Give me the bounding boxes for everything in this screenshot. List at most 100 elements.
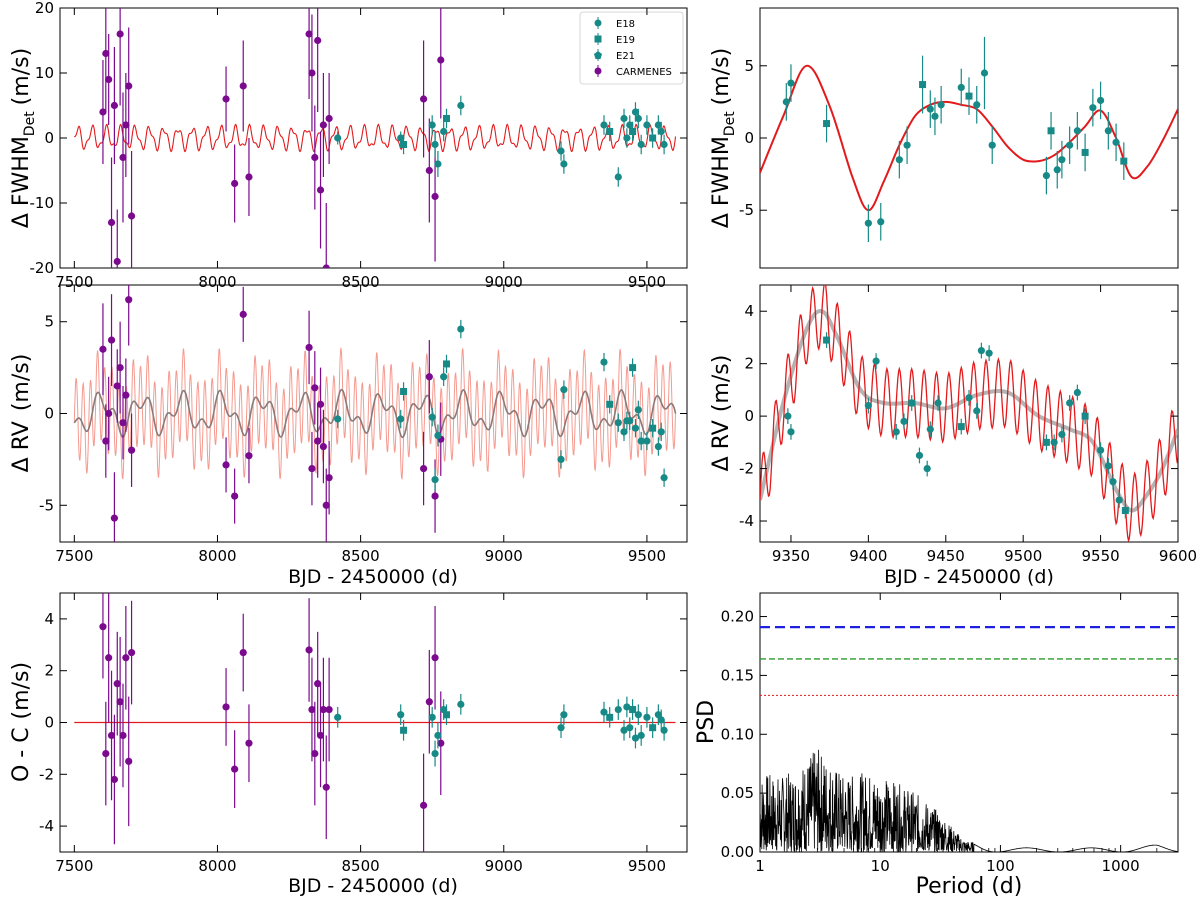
- data-point: [314, 36, 322, 45]
- svg-text:Δ FWHMDet(m/s): Δ FWHMDet(m/s): [709, 48, 738, 228]
- y-tick-label: 10: [35, 64, 54, 82]
- data-point: [892, 428, 900, 436]
- data-point: [637, 437, 645, 445]
- data-point: [937, 101, 945, 109]
- data-point: [425, 166, 433, 175]
- data-point: [600, 708, 608, 716]
- data-point: [119, 731, 127, 740]
- data-point: [239, 648, 247, 657]
- data-point: [116, 364, 124, 372]
- svg-text:Δ RV(m/s): Δ RV(m/s): [9, 354, 34, 473]
- legend-label-e21: E21: [616, 51, 635, 62]
- data-point: [245, 173, 253, 181]
- data-point: [637, 140, 645, 149]
- panel-periodogram-frame: [759, 592, 1179, 853]
- data-point: [614, 705, 622, 714]
- data-point: [600, 358, 608, 366]
- data-point: [620, 428, 628, 436]
- xlabel-oc: BJD - 2450000 (d): [288, 875, 458, 897]
- data-point: [425, 373, 433, 381]
- data-point: [113, 257, 121, 266]
- y-tick-label: 0.20: [721, 608, 754, 626]
- data-point: [872, 357, 880, 365]
- data-point: [926, 105, 934, 113]
- data-point: [1104, 462, 1112, 470]
- data-point: [110, 101, 118, 110]
- data-point: [113, 680, 121, 688]
- data-point: [614, 173, 622, 181]
- y-tick-label: -2: [39, 765, 54, 783]
- x-tick-label: 100: [986, 857, 1015, 875]
- data-point: [122, 121, 130, 129]
- x-tick-label: 8500: [342, 857, 380, 875]
- data-point: [1096, 446, 1105, 454]
- x-tick-label: 1000: [1102, 857, 1140, 875]
- x-tick-label: 7500: [55, 547, 93, 565]
- data-point: [119, 419, 127, 427]
- rv-full-model-curve: [73, 347, 676, 480]
- data-point: [116, 30, 124, 38]
- data-point: [434, 160, 442, 168]
- x-tick-label: 9450: [927, 547, 965, 565]
- data-point: [99, 623, 107, 631]
- data-point: [222, 461, 230, 469]
- data-point: [431, 749, 439, 758]
- data-point: [1066, 141, 1074, 149]
- legend-label-e19: E19: [616, 35, 635, 46]
- data-point: [637, 731, 645, 740]
- data-point: [334, 713, 342, 721]
- data-point: [1112, 138, 1120, 146]
- data-point: [319, 442, 327, 451]
- data-point: [560, 160, 568, 168]
- data-point: [1073, 127, 1081, 135]
- y-tick-label: 4: [744, 302, 754, 320]
- data-point: [980, 69, 989, 77]
- data-point: [657, 716, 665, 724]
- data-point: [322, 501, 330, 509]
- ylabel-fwhm-full: Δ FWHMDet(m/s): [9, 48, 38, 228]
- data-point: [102, 749, 110, 758]
- y-tick-label: -2: [739, 460, 754, 478]
- data-point: [319, 121, 327, 129]
- fwhm-model-curve: [73, 123, 677, 153]
- data-point: [316, 731, 325, 740]
- data-point: [626, 417, 634, 425]
- data-point: [1120, 157, 1128, 165]
- plot-area-rv_full: [73, 285, 677, 542]
- legend-marker-e19: [594, 35, 602, 43]
- data-point: [915, 451, 924, 460]
- data-point: [660, 140, 668, 149]
- data-point: [957, 423, 965, 431]
- data-point: [425, 698, 433, 706]
- y-tick-label: 0.05: [721, 784, 754, 802]
- data-point: [895, 156, 903, 164]
- data-point: [973, 407, 981, 415]
- data-point: [1073, 388, 1081, 397]
- xlabel-rv-full: BJD - 2450000 (d): [288, 566, 458, 588]
- y-tick-label: 4: [44, 610, 54, 628]
- data-point: [99, 345, 107, 353]
- y-tick-label: 2: [744, 355, 754, 373]
- data-point: [629, 128, 637, 135]
- data-point: [557, 455, 565, 463]
- data-point: [649, 424, 657, 432]
- data-point: [457, 700, 465, 708]
- svg-text:Δ RV(m/s): Δ RV(m/s): [709, 355, 734, 472]
- data-point: [654, 442, 662, 451]
- data-point: [325, 474, 333, 482]
- data-point: [428, 713, 436, 721]
- y-tick-label: -20: [30, 259, 55, 277]
- data-point: [457, 325, 465, 333]
- svg-text:O - C(m/s): O - C(m/s): [9, 662, 34, 782]
- data-point: [231, 492, 239, 500]
- data-point: [626, 121, 634, 129]
- data-point: [657, 127, 665, 136]
- data-point: [311, 384, 319, 392]
- data-point: [823, 120, 831, 128]
- data-point: [977, 346, 985, 355]
- data-point: [440, 373, 448, 381]
- data-point: [102, 49, 110, 58]
- data-point: [308, 705, 316, 714]
- data-point: [334, 134, 342, 142]
